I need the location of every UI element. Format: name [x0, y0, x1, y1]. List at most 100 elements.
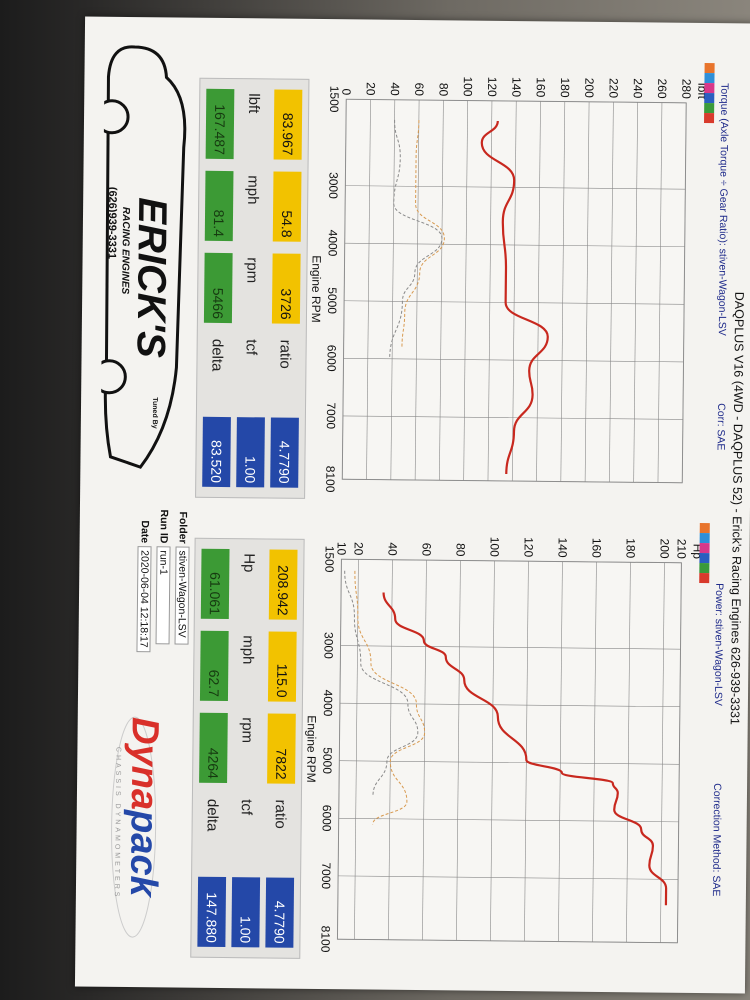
- legend-swatch: [704, 83, 715, 94]
- x-tick-label: 3000: [326, 172, 340, 199]
- y-tick-label: 100: [461, 76, 475, 96]
- power-chart: 10 20 40 60 80 100 120 140 160 180 200 210 1500 3000 4…: [304, 522, 710, 953]
- grid-line-x: [338, 818, 679, 823]
- grid-line-x: [341, 558, 682, 564]
- tcf-label: tcf: [243, 339, 261, 356]
- x-tick-label: 7000: [324, 402, 338, 429]
- folder-value: stiven-Wagon-LSV: [174, 546, 190, 645]
- torque-secondary: 167.487: [205, 88, 235, 160]
- grid-line-x: [338, 875, 679, 880]
- y-tick-label: 160: [589, 538, 603, 558]
- torque-correction: Corr: SAE: [714, 403, 728, 451]
- grid-line-x: [344, 300, 685, 305]
- rpm-label: rpm: [243, 257, 262, 284]
- x-axis-label: Engine RPM: [304, 715, 319, 783]
- y-tick-label: 100: [487, 537, 501, 557]
- power-mph: 115.0: [267, 631, 297, 702]
- comparison-curve: [344, 570, 419, 796]
- ratio-value: 4.7790: [265, 877, 295, 948]
- y-tick-label: 140: [509, 77, 523, 97]
- svg-text:(626)939-3331: (626)939-3331: [106, 187, 119, 259]
- grid-line-x: [343, 358, 684, 363]
- torque-secondary-mph: 81.4: [204, 170, 234, 242]
- max-power: 208.942: [268, 549, 298, 620]
- svg-text:RACING ENGINES: RACING ENGINES: [119, 207, 131, 295]
- x-axis-label: Engine RPM: [309, 255, 324, 323]
- power-subtitle: Power: stiven-Wagon-LSV: [711, 583, 726, 706]
- y-tick-label: 260: [655, 78, 669, 98]
- y-tick-label: 220: [606, 78, 620, 98]
- dynapack-logo: Dynapack CHASSIS DYNAMOMETERS: [111, 716, 166, 938]
- grid-line-x: [345, 185, 686, 190]
- y-tick-label: 60: [412, 83, 426, 97]
- y-tick-label: 120: [485, 77, 499, 97]
- legend-swatch: [699, 522, 710, 534]
- date-value: 2020-06-04 12:18:17: [136, 546, 152, 652]
- y-tick-label: 210: [674, 539, 688, 559]
- mph-label: mph: [244, 175, 262, 205]
- x-tick-label: 8100: [323, 466, 337, 493]
- y-tick-label: 80: [453, 543, 467, 557]
- y-tick-label: 240: [631, 78, 645, 98]
- tcf-value: 1.00: [231, 877, 261, 948]
- y-tick-label: 180: [623, 538, 637, 558]
- y-tick-label: 200: [657, 539, 671, 559]
- grid-line-x: [340, 645, 681, 650]
- power-secondary-mph: 62.7: [199, 630, 229, 702]
- power-secondary-rpm: 4264: [199, 712, 228, 784]
- rpm-label: rpm: [238, 717, 257, 744]
- comparison-curve: [401, 120, 445, 348]
- legend-swatch: [699, 562, 710, 574]
- y-tick-label: 20: [351, 542, 365, 556]
- comparison-curve: [354, 570, 426, 825]
- legend-swatch: [699, 532, 710, 544]
- torque-stats-panel: 83.967 54.8 3726 ratio 4.7790 lbft mph r…: [195, 77, 310, 499]
- legend-swatch: [699, 542, 710, 554]
- y-tick-label: 20: [364, 82, 378, 96]
- power-rpm: 7822: [267, 713, 296, 784]
- grid-line-x: [342, 478, 683, 484]
- legend-swatch: [704, 113, 715, 124]
- hp-label: Hp: [240, 553, 258, 573]
- svg-text:ERICK'S: ERICK'S: [129, 197, 175, 358]
- legend-swatch: [704, 103, 715, 114]
- ratio-label: ratio: [276, 339, 295, 369]
- x-tick-label: 6000: [324, 345, 338, 372]
- legend-swatch: [704, 73, 715, 84]
- x-tick-label: 7000: [319, 862, 333, 889]
- main-curve: [480, 120, 549, 475]
- y-tick-label: 80: [436, 83, 450, 97]
- y-tick-label: 160: [534, 77, 548, 97]
- x-tick-label: 5000: [325, 287, 339, 314]
- run-id-value: run-1: [155, 546, 171, 645]
- max-torque: 83.967: [273, 89, 303, 160]
- x-tick-label: 5000: [320, 747, 334, 774]
- x-tick-label: 8100: [318, 926, 332, 953]
- legend-swatch: [704, 93, 715, 104]
- y-tick-label: 200: [582, 78, 596, 98]
- svg-text:CHASSIS DYNAMOMETERS: CHASSIS DYNAMOMETERS: [113, 747, 122, 900]
- delta-label: delta: [208, 338, 227, 372]
- delta-value: 147.880: [197, 876, 227, 948]
- x-tick-label: 3000: [321, 632, 335, 659]
- power-correction: Correction Method: SAE: [709, 783, 724, 897]
- grid-line-x: [342, 415, 683, 420]
- power-secondary: 61.061: [200, 548, 230, 620]
- mph-label: mph: [239, 635, 258, 665]
- x-tick-label: 4000: [326, 230, 340, 257]
- grid-line-x: [337, 938, 678, 944]
- y-tick-label: 40: [385, 542, 399, 556]
- y-tick-label: 180: [558, 77, 572, 97]
- y-tick-label: 140: [555, 537, 569, 557]
- x-tick-label: 4000: [321, 690, 335, 717]
- y-tick-label: 10: [334, 542, 348, 556]
- folder-label: Folder: [176, 511, 189, 544]
- dyno-sheet: DAQPLUS V16 (4WD - DAQPLUS 52) - Erick's…: [74, 16, 750, 994]
- y-tick-label: 280: [679, 79, 693, 99]
- comparison-curve: [389, 119, 443, 359]
- tcf-label: tcf: [238, 799, 256, 816]
- y-tick-label: 60: [419, 543, 433, 557]
- grid-line-x: [344, 242, 685, 248]
- power-stats-panel: 208.942 115.0 7822 ratio 4.7790 Hp mph r…: [190, 537, 305, 959]
- date-label: Date: [138, 520, 151, 544]
